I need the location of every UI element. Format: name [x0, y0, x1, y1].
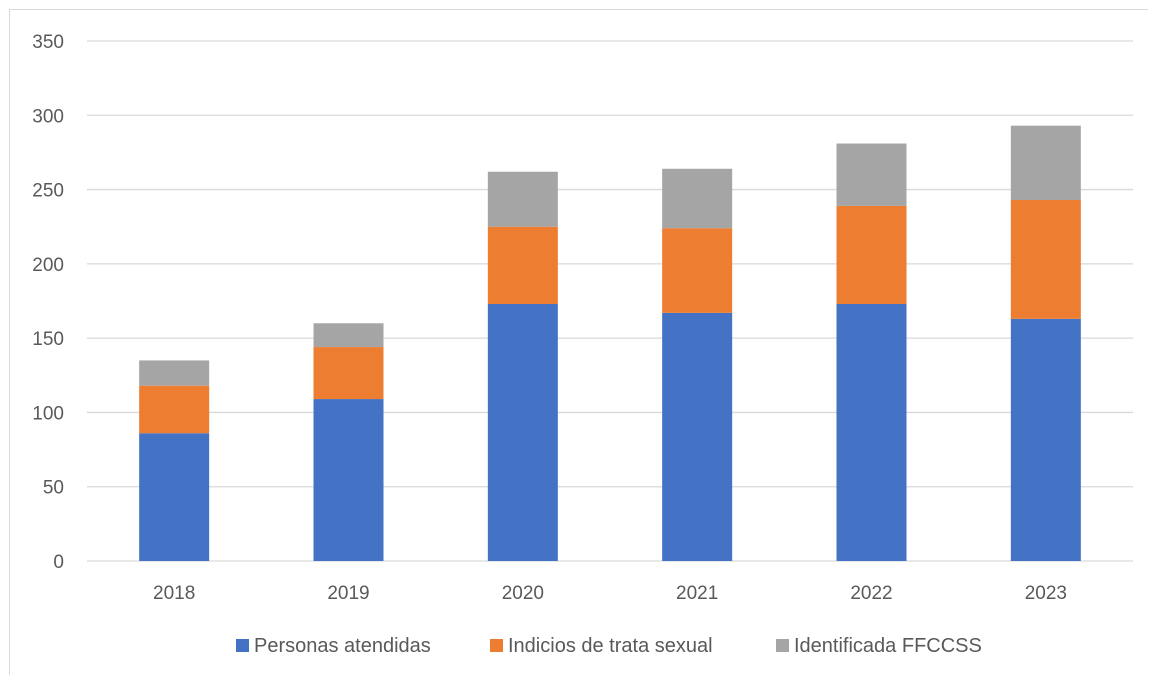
y-axis-ticks: 0 50 100 150 200 250 300 350 — [32, 32, 64, 573]
legend-swatch — [776, 639, 789, 652]
chart-frame — [9, 9, 1148, 675]
legend-label: Identificada FFCCSS — [794, 635, 982, 657]
x-tick-label: 2018 — [153, 583, 195, 604]
y-tick-label: 50 — [43, 478, 64, 499]
bar-identificada-ffccss-2021 — [662, 168, 733, 229]
y-tick-label: 250 — [32, 181, 64, 202]
legend: Personas atendidas Indicios de trata sexu… — [236, 635, 982, 657]
bar-indicios-de-trata-sexual-2021 — [662, 228, 733, 313]
y-tick-label: 200 — [32, 255, 64, 276]
bar-identificada-ffccss-2018 — [139, 360, 210, 386]
y-tick-label: 0 — [53, 552, 64, 573]
bar-identificada-ffccss-2019 — [313, 323, 384, 348]
bar-personas-atendidas-2022 — [836, 303, 907, 561]
bar-personas-atendidas-2018 — [139, 433, 210, 561]
y-tick-label: 350 — [32, 32, 64, 53]
bar-identificada-ffccss-2023 — [1010, 125, 1081, 200]
bar-indicios-de-trata-sexual-2018 — [139, 385, 210, 434]
x-tick-label: 2019 — [327, 583, 369, 604]
legend-swatch — [236, 639, 249, 652]
bar-indicios-de-trata-sexual-2019 — [313, 347, 384, 400]
bar-personas-atendidas-2019 — [313, 399, 384, 561]
y-tick-label: 150 — [32, 329, 64, 350]
y-tick-label: 100 — [32, 403, 64, 424]
legend-swatch — [490, 639, 503, 652]
bar-personas-atendidas-2021 — [662, 312, 733, 561]
x-tick-label: 2020 — [502, 583, 544, 604]
bar-identificada-ffccss-2020 — [487, 171, 558, 227]
bar-personas-atendidas-2020 — [487, 303, 558, 561]
x-axis-ticks: 2018 2019 2020 2021 2022 2023 — [153, 583, 1067, 604]
bar-identificada-ffccss-2022 — [836, 143, 907, 206]
bar-personas-atendidas-2023 — [1010, 318, 1081, 561]
bar-indicios-de-trata-sexual-2020 — [487, 226, 558, 304]
x-tick-label: 2021 — [676, 583, 718, 604]
legend-label: Personas atendidas — [254, 635, 431, 657]
x-tick-label: 2022 — [850, 583, 892, 604]
legend-label: Indicios de trata sexual — [508, 635, 713, 657]
gridlines — [87, 40, 1133, 562]
y-tick-label: 300 — [32, 106, 64, 127]
bars — [139, 125, 1081, 561]
bar-indicios-de-trata-sexual-2022 — [836, 205, 907, 304]
x-tick-label: 2023 — [1025, 583, 1067, 604]
bar-indicios-de-trata-sexual-2023 — [1010, 199, 1081, 319]
